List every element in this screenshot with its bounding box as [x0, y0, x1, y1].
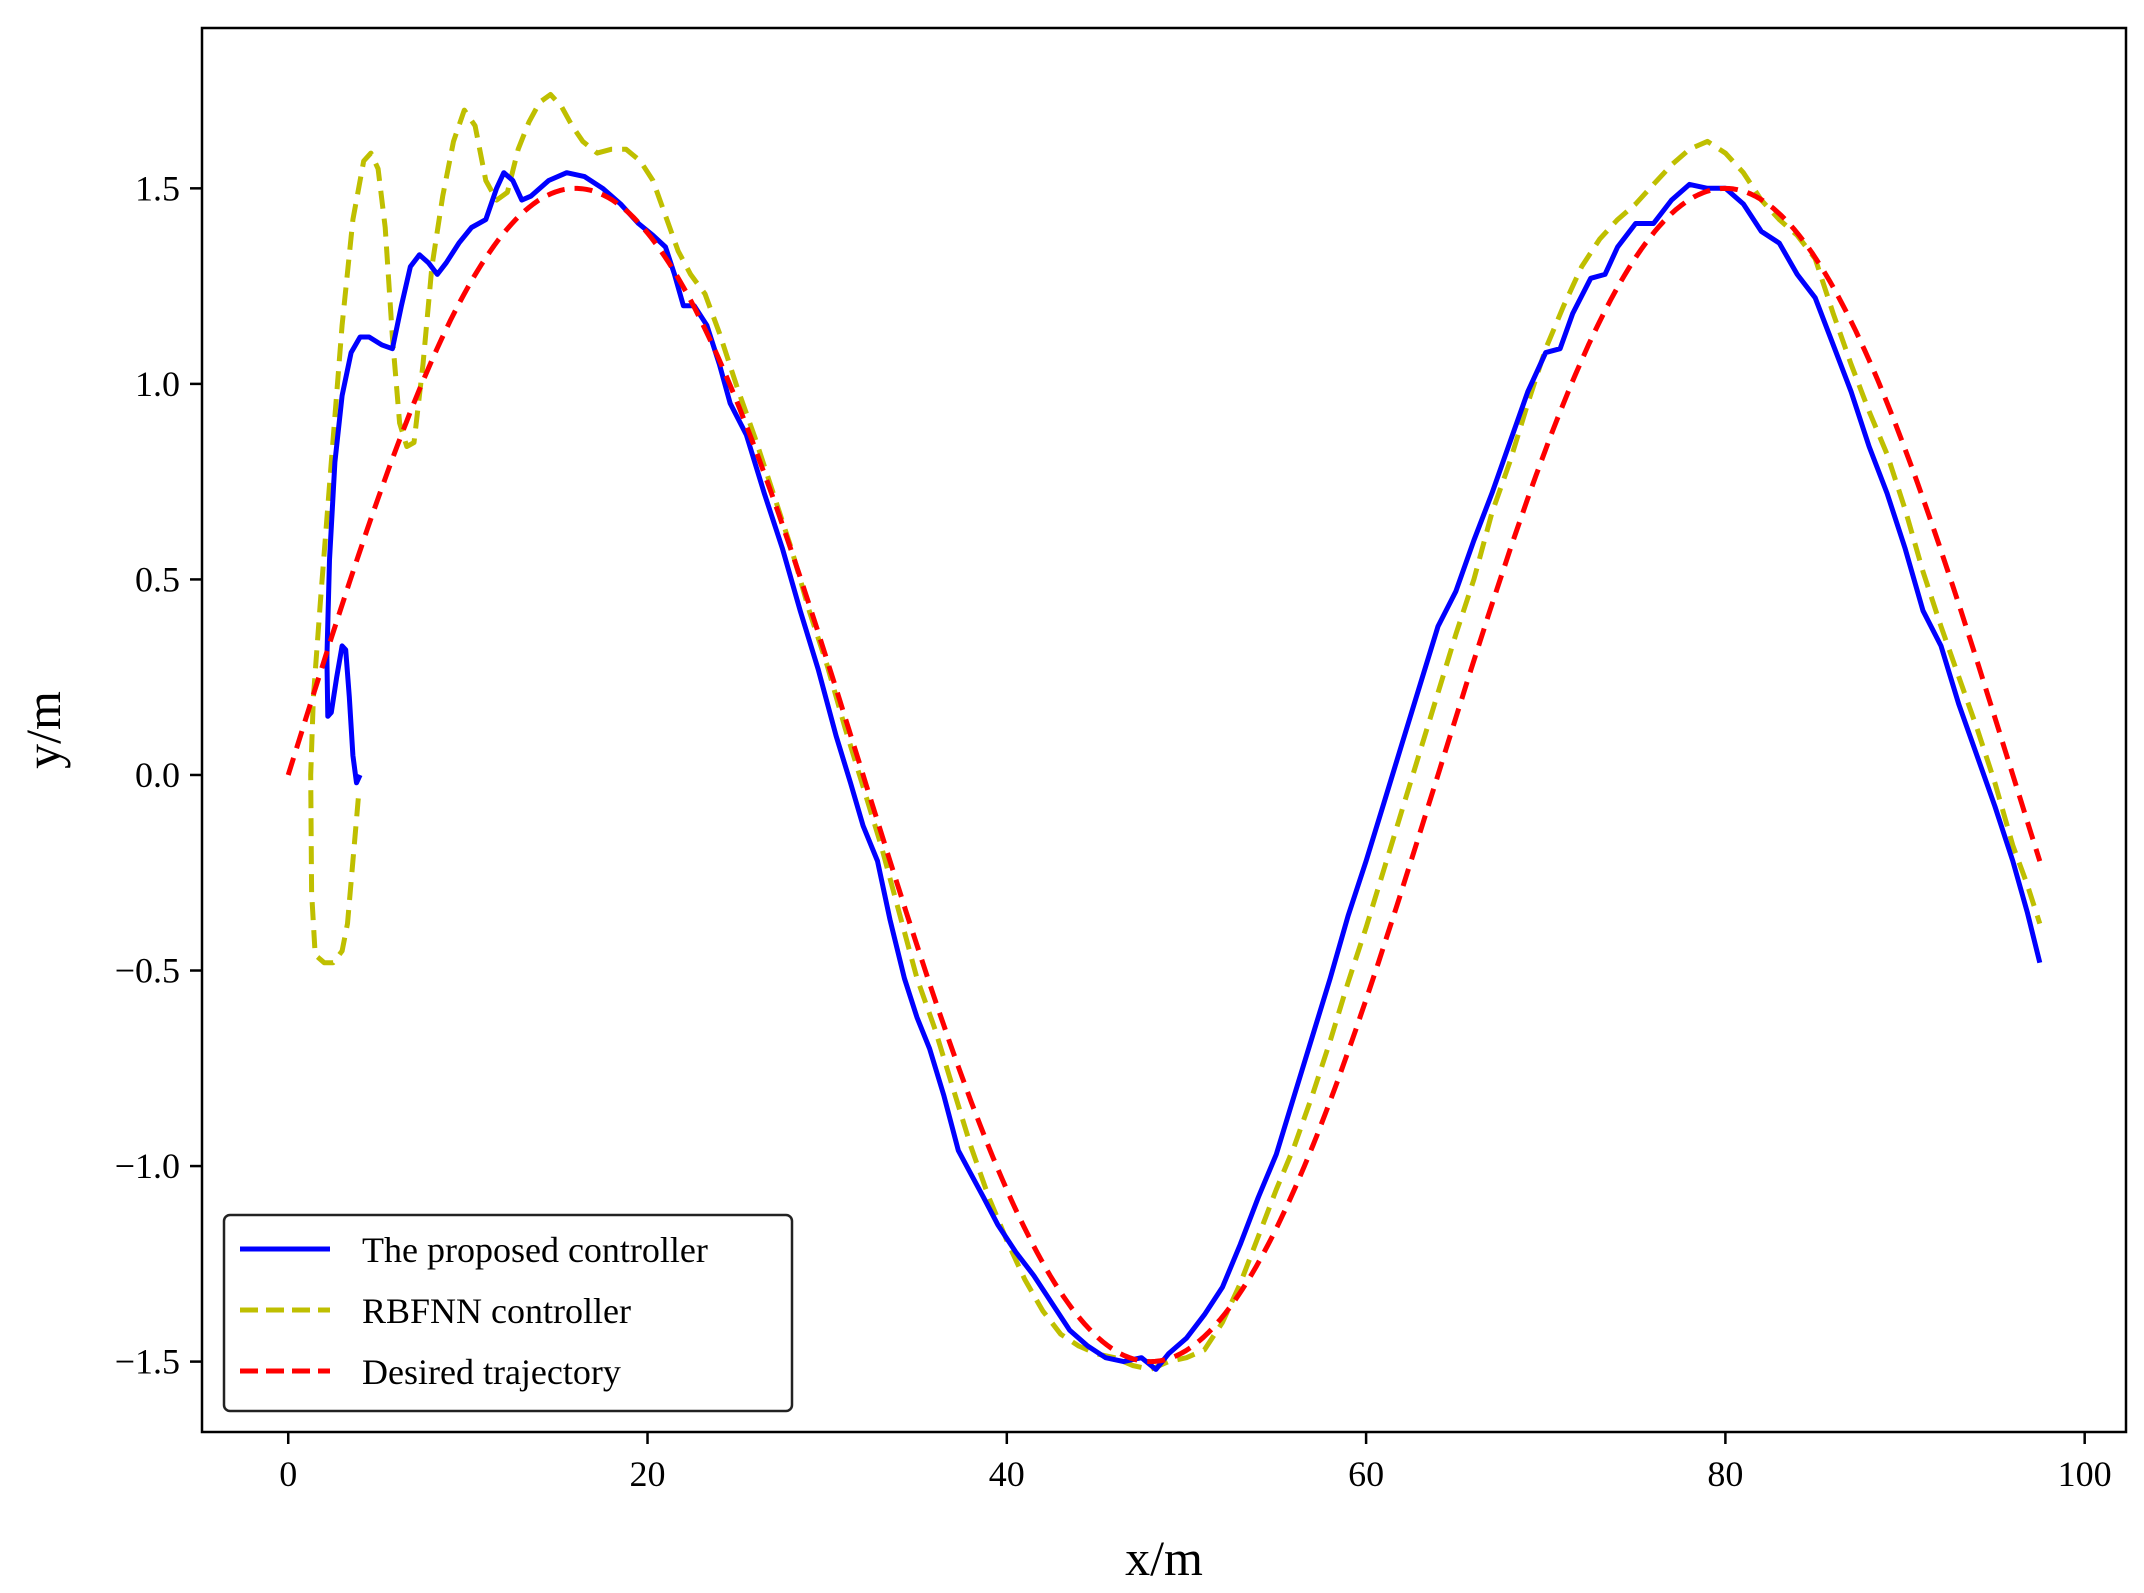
- x-tick-label-2: 40: [989, 1454, 1025, 1494]
- legend: The proposed controller RBFNN controller…: [222, 1213, 794, 1413]
- legend-label-desired: Desired trajectory: [362, 1352, 621, 1392]
- legend-label-rbfnn: RBFNN controller: [362, 1291, 631, 1331]
- y-axis-ticks: −1.5 −1.0 −0.5 0.0 0.5 1.0 1.5: [115, 168, 202, 1382]
- rbfnn-controller-line: [308, 92, 2043, 1372]
- x-axis-label: x/m: [1125, 1530, 1203, 1586]
- desired-trajectory-line: [285, 185, 2043, 1365]
- y-tick-label-2: −0.5: [115, 951, 180, 991]
- x-tick-label-3: 60: [1348, 1454, 1384, 1494]
- x-tick-label-5: 100: [2058, 1454, 2112, 1494]
- y-tick-label-5: 1.0: [135, 364, 180, 404]
- series-layer: [285, 92, 2043, 1372]
- x-axis-ticks: 0 20 40 60 80 100: [279, 1432, 2112, 1494]
- y-tick-label-1: −1.0: [115, 1146, 180, 1186]
- proposed-controller-line: [324, 170, 2043, 1372]
- y-tick-label-3: 0.0: [135, 755, 180, 795]
- x-tick-label-1: 20: [630, 1454, 666, 1494]
- y-tick-label-6: 1.5: [135, 168, 180, 208]
- y-tick-label-4: 0.5: [135, 559, 180, 599]
- y-tick-label-0: −1.5: [115, 1342, 180, 1382]
- x-tick-label-4: 80: [1707, 1454, 1743, 1494]
- x-tick-label-0: 0: [279, 1454, 297, 1494]
- legend-label-proposed: The proposed controller: [362, 1230, 708, 1270]
- y-axis-label: y/m: [15, 691, 71, 769]
- plot-frame: [200, 26, 2128, 1434]
- legend-box: [222, 1213, 794, 1413]
